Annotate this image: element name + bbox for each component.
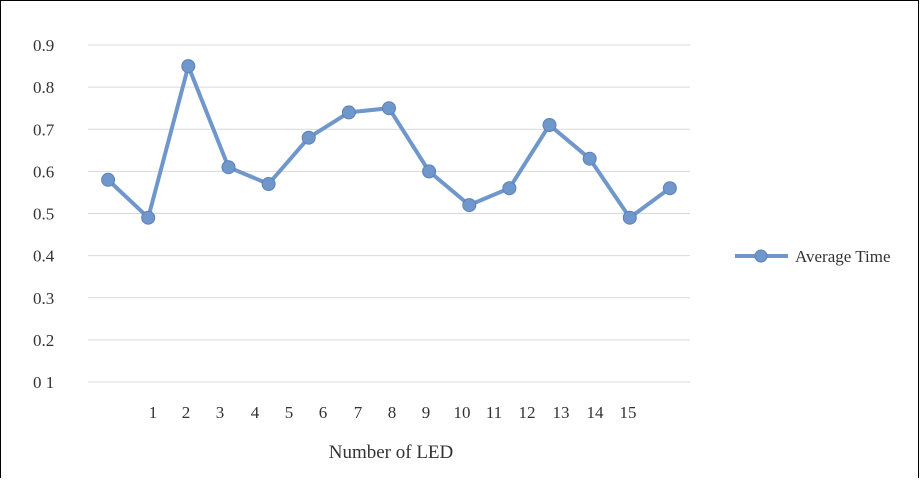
- x-tick-label: 6: [319, 403, 328, 422]
- data-point: [181, 59, 196, 74]
- data-point: [622, 210, 637, 225]
- y-axis-ticks: 0.9 0.8 0.7 0.6 0.5 0.4 0.3 0.2 0 1: [33, 36, 55, 392]
- y-tick-label: 0.3: [33, 289, 54, 308]
- x-tick-label: 13: [553, 403, 570, 422]
- legend-marker: [754, 249, 768, 263]
- data-point: [582, 151, 597, 166]
- data-point: [261, 177, 276, 191]
- y-tick-label: 0.2: [33, 331, 54, 350]
- x-tick-label: 2: [182, 403, 191, 422]
- data-point: [101, 172, 116, 187]
- data-point: [422, 164, 437, 179]
- y-tick-label: 0.6: [33, 162, 54, 181]
- gridlines: [88, 44, 690, 383]
- data-point: [382, 101, 396, 116]
- series-average-time: [101, 59, 677, 225]
- y-tick-label: 0.7: [33, 120, 55, 139]
- y-tick-label: 0.5: [33, 205, 54, 224]
- y-tick-label: 0 1: [33, 373, 54, 392]
- x-tick-label: 12: [519, 403, 536, 422]
- y-tick-label: 0.8: [33, 78, 54, 97]
- x-tick-label: 8: [388, 403, 397, 422]
- x-axis-title: Number of LED: [329, 442, 454, 463]
- data-point: [462, 198, 477, 213]
- legend-label: Average Time: [795, 247, 891, 266]
- legend: Average Time: [735, 247, 891, 266]
- x-tick-label: 3: [216, 403, 225, 422]
- data-point: [301, 130, 316, 145]
- series-line: [106, 64, 672, 220]
- data-point: [542, 118, 557, 132]
- data-point: [141, 210, 156, 225]
- x-tick-label: 11: [486, 403, 502, 422]
- x-tick-label: 9: [422, 403, 431, 422]
- data-point: [221, 160, 236, 175]
- data-point: [662, 181, 677, 196]
- x-tick-label: 1: [149, 403, 158, 422]
- x-tick-label: 7: [354, 403, 363, 422]
- data-point: [502, 181, 517, 196]
- data-point: [341, 105, 356, 120]
- x-tick-label: 4: [251, 403, 260, 422]
- x-tick-label: 15: [620, 403, 637, 422]
- x-tick-label: 14: [587, 403, 605, 422]
- y-tick-label: 0.4: [33, 247, 55, 266]
- x-tick-label: 5: [285, 403, 294, 422]
- x-tick-label: 10: [454, 403, 471, 422]
- y-tick-label: 0.9: [33, 36, 54, 55]
- x-axis-ticks: 1 2 3 4 5 6 7 8 9 10 11 12 13 14 15: [149, 403, 637, 422]
